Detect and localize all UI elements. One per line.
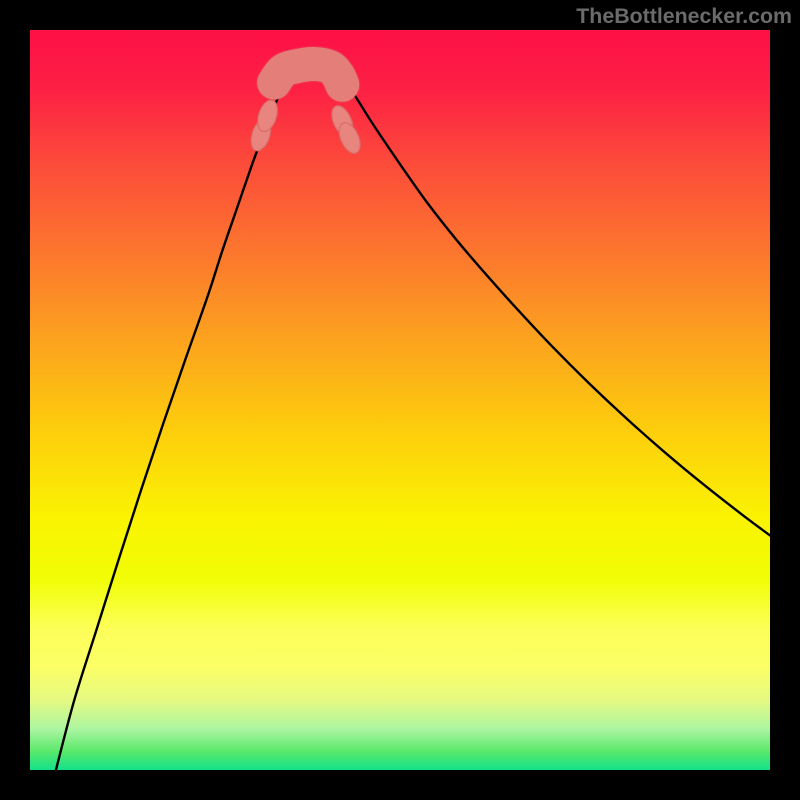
bottom-marker-sausage-outline [274, 64, 342, 85]
gradient-background [30, 30, 770, 770]
watermark-text: TheBottlenecker.com [576, 4, 792, 29]
chart-frame: TheBottlenecker.com [0, 0, 800, 800]
plot-area [30, 30, 770, 770]
bottleneck-curve-chart [30, 30, 770, 770]
